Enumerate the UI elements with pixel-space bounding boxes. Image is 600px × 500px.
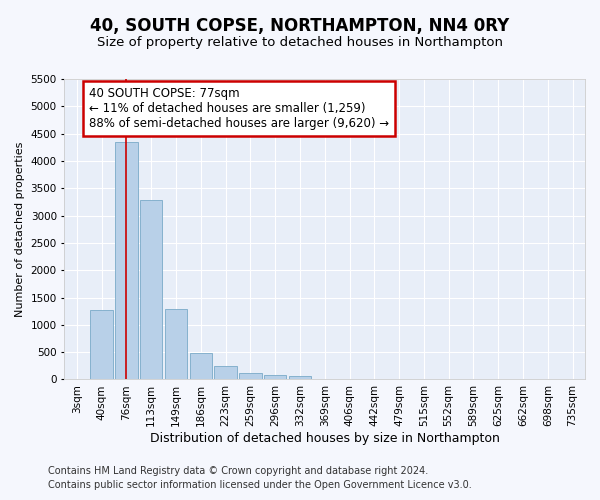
Text: Contains HM Land Registry data © Crown copyright and database right 2024.: Contains HM Land Registry data © Crown c… [48, 466, 428, 476]
Bar [190, 353, 212, 380]
Text: 40 SOUTH COPSE: 77sqm
← 11% of detached houses are smaller (1,259)
88% of semi-d: 40 SOUTH COPSE: 77sqm ← 11% of detached … [89, 87, 389, 130]
Bar [289, 376, 311, 380]
Bar [91, 310, 113, 380]
Text: Contains public sector information licensed under the Open Government Licence v3: Contains public sector information licen… [48, 480, 472, 490]
Text: 40, SOUTH COPSE, NORTHAMPTON, NN4 0RY: 40, SOUTH COPSE, NORTHAMPTON, NN4 0RY [91, 18, 509, 36]
Bar [140, 200, 163, 380]
Bar [264, 375, 286, 380]
Y-axis label: Number of detached properties: Number of detached properties [15, 142, 25, 317]
Bar [165, 309, 187, 380]
X-axis label: Distribution of detached houses by size in Northampton: Distribution of detached houses by size … [150, 432, 500, 445]
Bar [239, 374, 262, 380]
Bar [115, 142, 137, 380]
Bar [214, 366, 237, 380]
Text: Size of property relative to detached houses in Northampton: Size of property relative to detached ho… [97, 36, 503, 49]
